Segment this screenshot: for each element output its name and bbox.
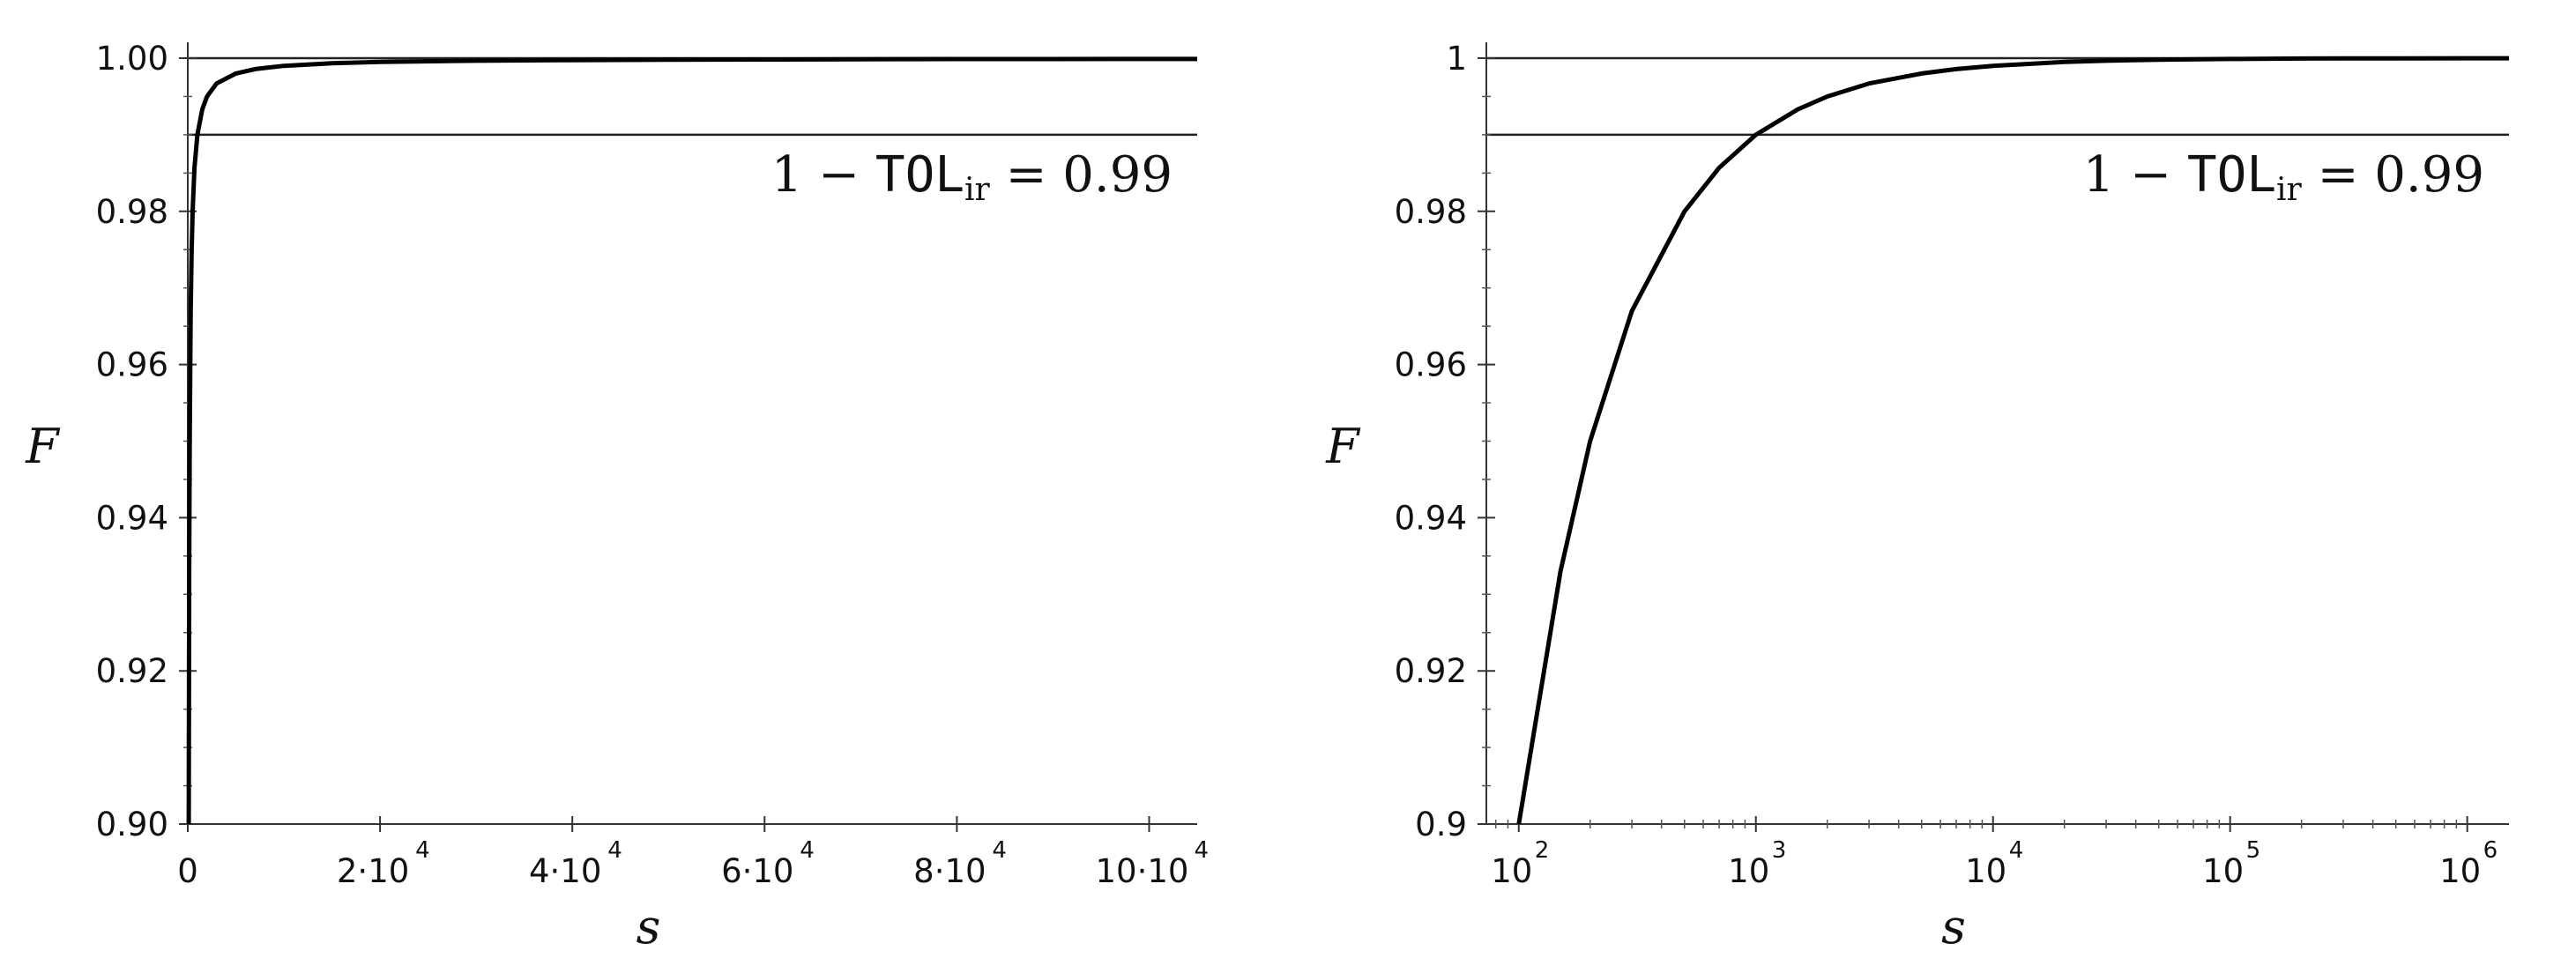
x-tick-exponent: 3	[1772, 837, 1787, 864]
x-tick-label: 10	[1728, 852, 1769, 890]
x-tick-exponent: 4	[800, 837, 815, 864]
fidelity-curve	[1516, 56, 2509, 825]
x-tick-exponent: 4	[607, 837, 622, 864]
x-tick-label: 10	[1965, 852, 2006, 890]
y-tick-label: 0.94	[96, 499, 168, 537]
x-tick-exponent: 4	[2009, 837, 2024, 864]
x-tick-label: 10	[1491, 852, 1532, 890]
tolerance-annotation: 1 − TOLir = 0.99	[771, 146, 1173, 208]
chart-panel-1: 0.900.920.940.960.981.000 2·1044·1046·104…	[25, 40, 1209, 954]
y-axis-title: F	[1325, 419, 1361, 474]
x-tick-label: 8·10	[913, 852, 986, 890]
x-tick-label: 6·10	[721, 852, 793, 890]
x-tick-exponent: 2	[1535, 837, 1550, 864]
x-tick-exponent: 6	[2483, 837, 2498, 864]
y-tick-label: 0.92	[1395, 652, 1467, 690]
x-tick-exponent: 5	[2246, 837, 2261, 864]
y-tick-label: 0.90	[96, 806, 168, 843]
x-axis-title: s	[1941, 899, 1966, 954]
y-axis-title: F	[25, 419, 61, 474]
x-tick-label: 10	[2439, 852, 2481, 890]
y-tick-label: 0.9	[1415, 806, 1467, 843]
x-tick-label: 0	[177, 852, 198, 890]
y-tick-label: 0.96	[1395, 346, 1467, 384]
y-tick-label: 0.98	[96, 193, 168, 231]
x-tick-label: 4·10	[529, 852, 601, 890]
x-tick-exponent: 4	[1194, 837, 1209, 864]
y-tick-label: 0.92	[96, 652, 168, 690]
y-tick-label: 1.00	[96, 40, 168, 78]
x-tick-label: 2·10	[337, 852, 409, 890]
x-tick-exponent: 4	[992, 837, 1007, 864]
x-tick-exponent: 4	[415, 837, 430, 864]
tolerance-annotation: 1 − TOLir = 0.99	[2083, 146, 2484, 208]
x-tick-label: 10	[2202, 852, 2244, 890]
y-tick-label: 0.96	[96, 346, 168, 384]
y-tick-label: 0.94	[1395, 499, 1467, 537]
y-tick-label: 0.98	[1395, 193, 1467, 231]
y-tick-label: 1	[1446, 40, 1467, 78]
x-tick-label: 10·10	[1096, 852, 1189, 890]
fidelity-curve	[186, 56, 1197, 825]
x-axis-title: s	[637, 899, 661, 954]
